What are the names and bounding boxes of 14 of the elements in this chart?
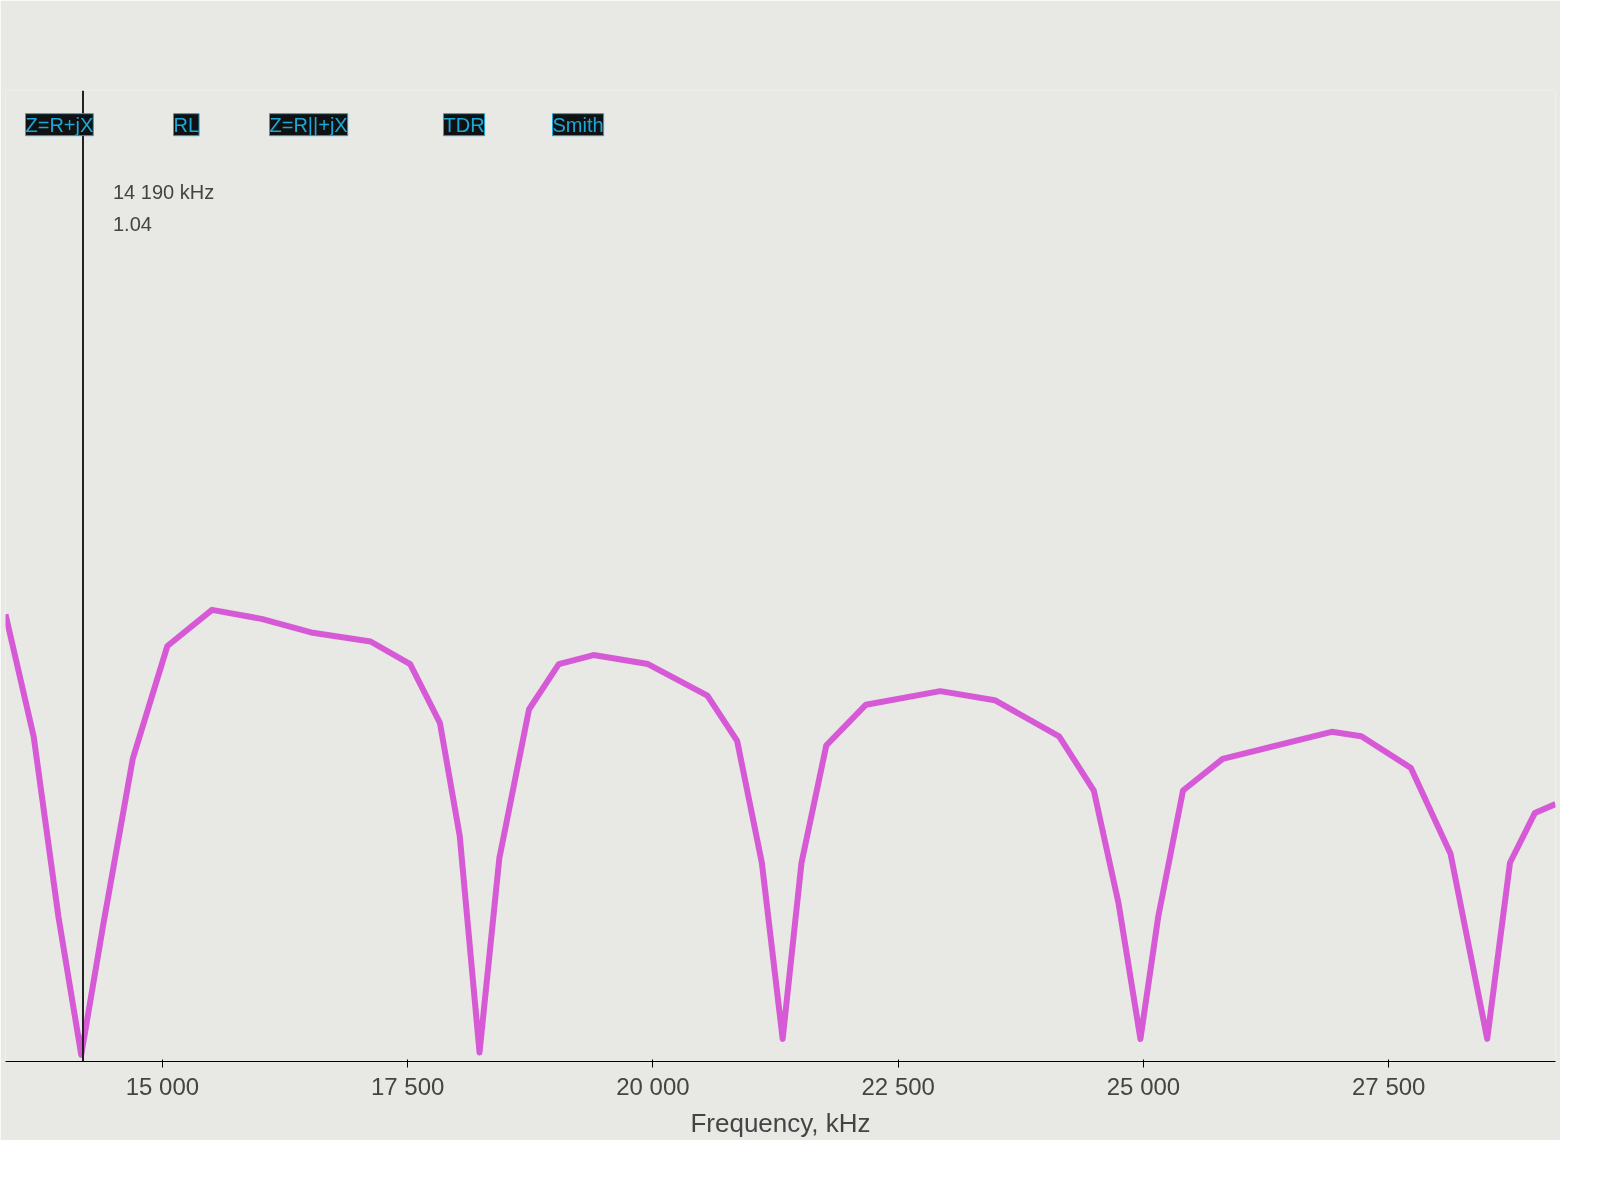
- text: 1.04: [113, 212, 152, 235]
- x-tick-label: 25 000: [1106, 1072, 1181, 1100]
- text: Z=R||+jX: [269, 113, 348, 136]
- x-axis-title: Frequency, kHz: [690, 1107, 871, 1138]
- ref-line-label: 14 190 kHz: [113, 181, 215, 204]
- text: RL: [173, 113, 200, 136]
- x-tick-label: 20 000: [616, 1072, 690, 1100]
- x-tick-label: 27 500: [1352, 1072, 1426, 1100]
- x-tick-label: 17 500: [371, 1072, 445, 1100]
- x-tick-label: 15 000: [125, 1072, 200, 1100]
- text: Smith: [552, 113, 604, 136]
- text: Z=R+jX: [25, 113, 94, 136]
- text: TDR: [443, 113, 485, 136]
- x-tick-label: 22 500: [861, 1072, 935, 1100]
